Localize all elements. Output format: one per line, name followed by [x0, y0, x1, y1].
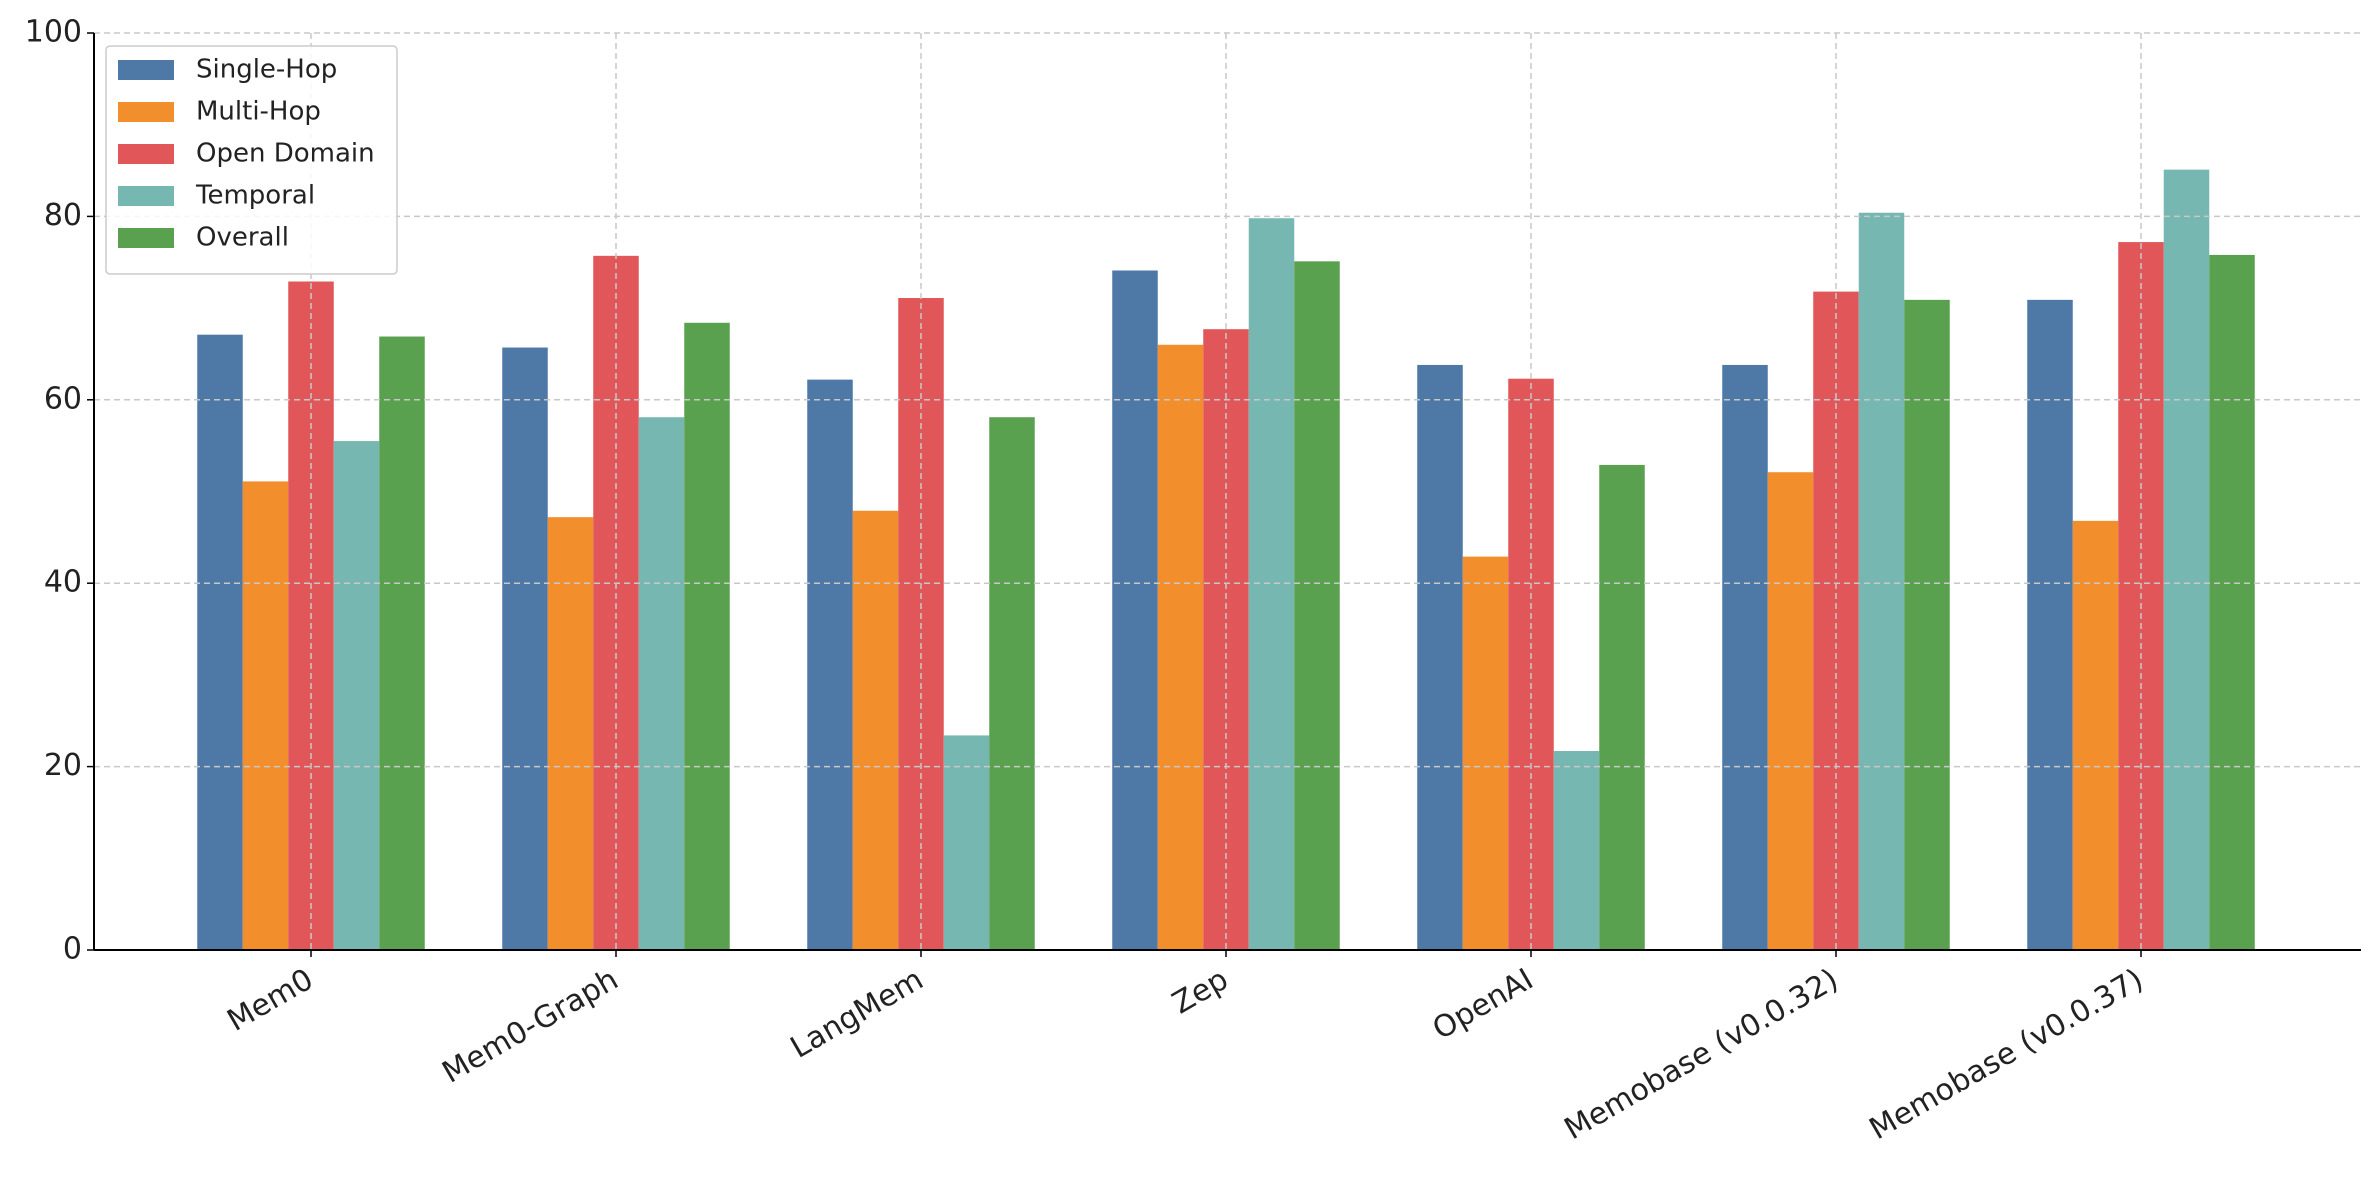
- bar: [852, 510, 899, 950]
- bar: [1599, 464, 1645, 950]
- legend-swatch: [118, 186, 174, 206]
- legend-swatch: [118, 102, 174, 122]
- x-tick-label: Mem0: [222, 962, 320, 1039]
- x-tick-label: Memobase (v0.0.37): [1864, 962, 2150, 1147]
- y-tick-label: 100: [25, 15, 82, 50]
- bar: [242, 481, 289, 950]
- x-tick-label: Memobase (v0.0.32): [1559, 962, 1845, 1147]
- y-tick-label: 20: [44, 748, 82, 783]
- y-tick-label: 80: [44, 198, 82, 233]
- bar: [1294, 261, 1340, 950]
- bar: [1462, 556, 1509, 950]
- legend-swatch: [118, 228, 174, 248]
- legend-swatch: [118, 60, 174, 80]
- legend-label: Overall: [196, 223, 289, 253]
- y-tick-label: 60: [44, 381, 82, 416]
- bar: [989, 417, 1035, 950]
- bar: [684, 322, 730, 951]
- bar: [638, 417, 685, 950]
- bar: [1858, 212, 1905, 950]
- bar: [2027, 299, 2073, 950]
- legend-box: [105, 45, 398, 275]
- bar: [1553, 751, 1600, 950]
- bar: [197, 334, 243, 950]
- x-tick-label: OpenAI: [1427, 962, 1539, 1047]
- bar: [547, 517, 594, 950]
- bar: [1813, 291, 1859, 950]
- bar: [943, 735, 990, 950]
- legend-label: Single-Hop: [196, 55, 337, 85]
- bar: [1904, 299, 1950, 950]
- bar: [502, 347, 548, 950]
- x-tick-label: Mem0-Graph: [436, 962, 624, 1091]
- legend-swatch: [118, 144, 174, 164]
- bar: [1112, 270, 1158, 950]
- legend-label: Open Domain: [196, 139, 375, 169]
- x-tick-label: Zep: [1166, 962, 1234, 1021]
- bar: [1248, 218, 1295, 950]
- x-tick-label: LangMem: [785, 962, 930, 1066]
- bar: [2163, 169, 2210, 950]
- legend-label: Temporal: [195, 181, 315, 211]
- legend: Single-Hop Multi-Hop Open Domain Temporal Ov…: [105, 45, 398, 275]
- bar: [2072, 520, 2119, 950]
- y-tick-label: 0: [63, 932, 82, 967]
- bar: [1767, 472, 1814, 950]
- bar: [1417, 364, 1463, 951]
- bar: [1722, 364, 1768, 951]
- legend-label: Multi-Hop: [196, 97, 321, 127]
- bar: [333, 441, 380, 950]
- bar: [1157, 344, 1204, 950]
- bar: [379, 336, 425, 951]
- bar: [807, 379, 853, 951]
- bar: [2209, 254, 2255, 950]
- y-tick-label: 40: [44, 565, 82, 600]
